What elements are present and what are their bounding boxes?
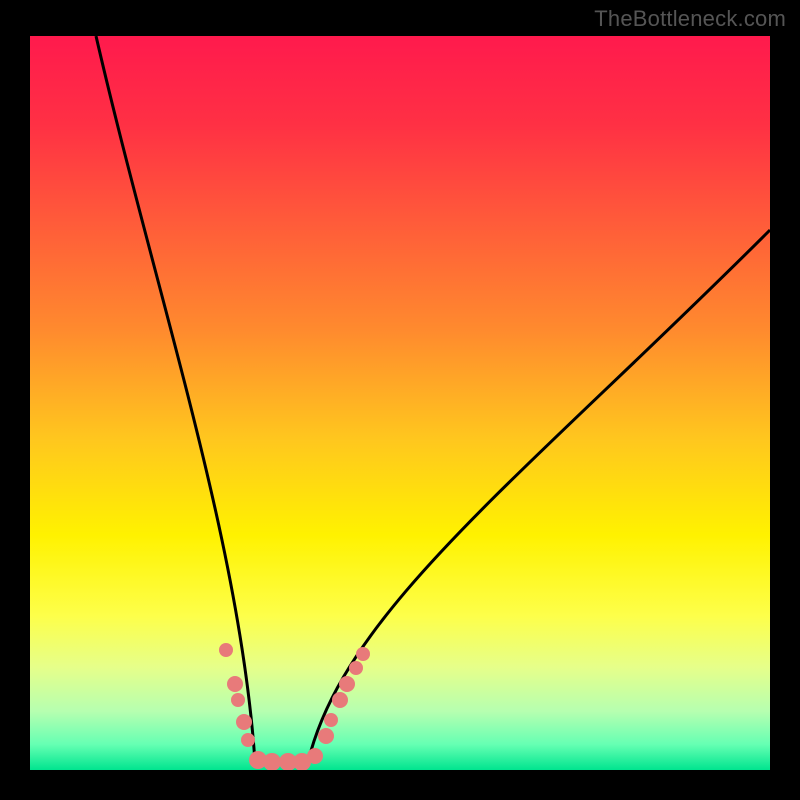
watermark-text: TheBottleneck.com [594,6,786,32]
frame-left [0,0,30,800]
gradient-background [0,0,800,800]
chart-stage: TheBottleneck.com [0,0,800,800]
frame-bottom [0,770,800,800]
frame-right [770,0,800,800]
